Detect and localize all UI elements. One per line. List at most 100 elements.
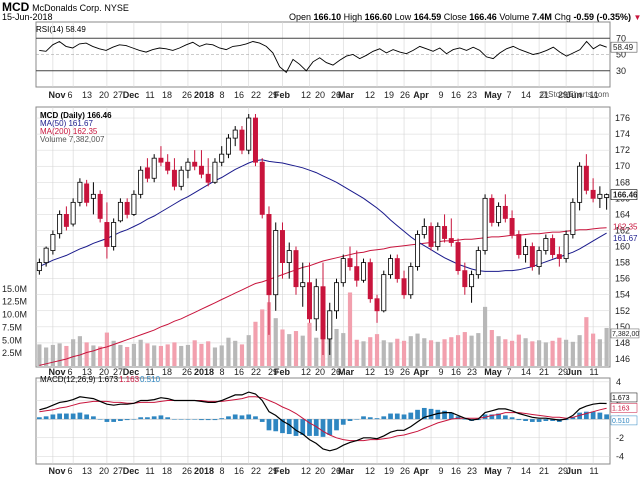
bottom-date-label: 27 bbox=[113, 466, 123, 476]
volume-last-box bbox=[610, 328, 640, 339]
price-axis-label: 176 bbox=[615, 113, 630, 123]
macd-histogram-bar bbox=[158, 415, 164, 420]
macd-histogram-bar bbox=[70, 413, 76, 420]
macd-histogram-bar bbox=[97, 419, 103, 420]
macd-histogram-bar bbox=[550, 419, 555, 421]
mid-date-label: 9 bbox=[438, 367, 443, 377]
macd-histogram-bar bbox=[131, 419, 137, 420]
candle-body bbox=[279, 230, 285, 263]
candle-body bbox=[320, 286, 326, 340]
candle-body bbox=[415, 234, 421, 268]
candle-body bbox=[43, 247, 49, 263]
macd-axis-label: -2 bbox=[616, 433, 624, 443]
macd-histogram-bar bbox=[43, 416, 49, 420]
bottom-date-label: 9 bbox=[438, 466, 443, 476]
macd-histogram-bar bbox=[118, 419, 123, 421]
mid-date-label: 26 bbox=[331, 367, 341, 377]
volume-bar bbox=[489, 330, 494, 366]
mid-date-label: Feb bbox=[274, 367, 291, 377]
bottom-date-label: 20 bbox=[99, 466, 109, 476]
down-arrow-icon: ▼ bbox=[633, 13, 640, 22]
macd-histogram-bar bbox=[334, 419, 339, 431]
candle-body bbox=[448, 238, 454, 243]
ma50-line bbox=[39, 159, 607, 272]
macd-legend-value: 1.673 bbox=[98, 375, 119, 384]
volume-bar bbox=[280, 329, 285, 366]
volume-bar bbox=[570, 341, 575, 366]
candle-body bbox=[212, 161, 218, 183]
candle-body bbox=[496, 205, 502, 223]
candle-body bbox=[273, 230, 279, 296]
top-date-label: May bbox=[484, 90, 502, 100]
candle-body bbox=[394, 258, 400, 280]
ma200-last-label: 162.35 bbox=[613, 223, 638, 232]
rsi-last-label: 58.49 bbox=[613, 43, 634, 52]
candle-body bbox=[543, 238, 549, 251]
macd-histogram-bar bbox=[165, 417, 171, 420]
volume-bar bbox=[287, 334, 292, 366]
volume-bar bbox=[341, 333, 346, 366]
macd-histogram-bar bbox=[428, 408, 434, 420]
bottom-date-label: 16 bbox=[234, 466, 244, 476]
candle-body bbox=[428, 226, 434, 247]
bottom-date-label: 6 bbox=[67, 466, 72, 476]
volume-bar bbox=[537, 340, 542, 366]
volume-bar bbox=[543, 342, 548, 366]
top-date-label: Nov bbox=[48, 90, 65, 100]
candle-body bbox=[354, 266, 360, 281]
macd-histogram-bar bbox=[64, 413, 69, 420]
candle-body bbox=[205, 173, 211, 183]
volume-bar bbox=[482, 306, 488, 366]
candle-body bbox=[516, 234, 522, 255]
macd-histogram-bar bbox=[307, 419, 312, 436]
candle-body bbox=[70, 201, 76, 225]
candle-body bbox=[286, 250, 292, 263]
macd-histogram-bar bbox=[327, 419, 333, 435]
macd-last-label: 1.673 bbox=[612, 395, 630, 402]
volume-bar bbox=[584, 317, 589, 366]
volume-bar bbox=[604, 327, 609, 366]
volume-bar bbox=[192, 340, 197, 366]
macd-histogram-bar bbox=[178, 419, 184, 420]
volume-bar bbox=[469, 335, 474, 366]
macd-histogram-bar bbox=[280, 419, 285, 434]
macd-histogram-bar bbox=[496, 413, 501, 420]
price-axis-label: 172 bbox=[615, 145, 630, 155]
volume-bar bbox=[152, 345, 157, 366]
top-date-label: 26 bbox=[331, 90, 341, 100]
ma50-last-label: 161.67 bbox=[613, 234, 638, 243]
mid-date-label: Mar bbox=[338, 367, 355, 377]
last-price-label: 166.46 bbox=[613, 191, 638, 200]
macd-histogram-bar bbox=[415, 409, 420, 420]
price-axis-label: 146 bbox=[615, 354, 630, 364]
high-label: High bbox=[343, 12, 363, 22]
top-date-label: 16 bbox=[451, 90, 461, 100]
top-date-label: Mar bbox=[338, 90, 355, 100]
close-value: 166.46 bbox=[469, 12, 497, 22]
low-label: Low bbox=[394, 12, 412, 22]
mid-date-label: 26 bbox=[182, 367, 192, 377]
mid-date-label: 20 bbox=[99, 367, 109, 377]
top-date-label: 11 bbox=[145, 90, 154, 100]
exchange-name: NYSE bbox=[104, 3, 129, 13]
mid-date-label: Dec bbox=[123, 367, 140, 377]
macd-histogram-bar bbox=[266, 419, 272, 431]
bottom-date-label: Mar bbox=[338, 466, 355, 476]
price-axis-label: 170 bbox=[615, 161, 630, 171]
volume-bar bbox=[577, 335, 582, 366]
macd-histogram-bar bbox=[77, 412, 83, 420]
volume-bar bbox=[226, 337, 231, 366]
chg-label: Chg bbox=[554, 12, 571, 22]
volume-bar bbox=[172, 342, 177, 366]
volume-last-label: 7,382,007 bbox=[612, 331, 640, 338]
candle-body bbox=[462, 270, 468, 288]
macd-histogram-bar bbox=[388, 413, 393, 420]
candle-body bbox=[523, 246, 529, 255]
candle-body bbox=[246, 117, 252, 151]
macd-histogram-bar bbox=[584, 411, 589, 420]
candle-body bbox=[84, 183, 90, 203]
macd-histogram-bar bbox=[543, 419, 549, 421]
volume-bar bbox=[50, 344, 55, 366]
top-date-label: 20 bbox=[99, 90, 109, 100]
top-date-label: 14 bbox=[521, 90, 531, 100]
